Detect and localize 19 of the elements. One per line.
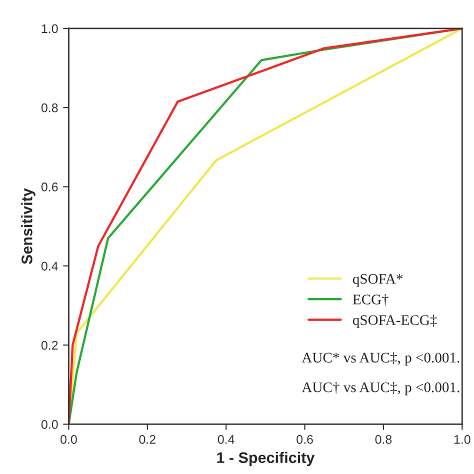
x-tick-label: 0.2 bbox=[139, 434, 156, 444]
y-tick-label: 0.4 bbox=[41, 262, 58, 271]
x-tick-label: 0.6 bbox=[296, 434, 313, 444]
legend-label: qSOFA-ECG‡ bbox=[352, 314, 437, 328]
annotation: AUC† vs AUC‡, p <0.001. bbox=[302, 382, 460, 396]
y-tick-label: 0.8 bbox=[41, 103, 58, 112]
x-tick-label: 0.8 bbox=[375, 434, 392, 444]
y-tick-label: 0.2 bbox=[41, 340, 58, 350]
y-tick-label: 0.6 bbox=[41, 182, 58, 192]
x-tick-label: 0.4 bbox=[218, 434, 234, 444]
y-axis-title: Sensitivity bbox=[21, 188, 36, 264]
x-tick-label: 1.0 bbox=[454, 434, 470, 444]
legend-label: ECG† bbox=[352, 294, 388, 306]
legend-label: qSOFA* bbox=[352, 274, 403, 287]
y-tick-label: 1.0 bbox=[42, 24, 58, 34]
x-tick-label: 0.0 bbox=[60, 434, 77, 444]
annotation: AUC* vs AUC‡, p <0.001. bbox=[302, 352, 460, 366]
y-tick-label: 0.0 bbox=[41, 420, 58, 429]
x-axis-title: 1 - Specificity bbox=[217, 452, 315, 466]
